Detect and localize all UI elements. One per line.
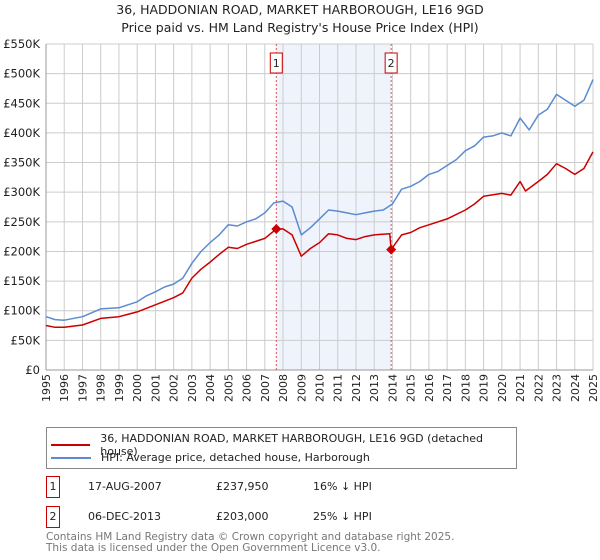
sale-date: 06-DEC-2013	[88, 510, 162, 523]
legend-swatch-blue	[51, 456, 91, 459]
x-tick-label: 1997	[76, 374, 89, 402]
footer-copyright: Contains HM Land Registry data © Crown c…	[46, 531, 455, 543]
x-tick-label: 2014	[386, 374, 399, 402]
x-tick-label: 2012	[350, 374, 363, 402]
annotation-box	[384, 52, 398, 74]
sale-point	[386, 244, 397, 255]
x-tick-label: 2022	[532, 374, 545, 402]
x-tick-label: 2021	[514, 374, 527, 402]
sale-price: £203,000	[216, 510, 269, 523]
hpi-diff: 16% ↓ HPI	[313, 480, 372, 493]
footer: Contains HM Land Registry data © Crown c…	[46, 532, 454, 554]
line-chart: 1995 1996 1997 1998 1999 2000 2001 2002 2003 2004…	[3, 37, 600, 402]
x-tick-label: 2010	[314, 374, 327, 402]
y-tick-label: £0	[25, 363, 40, 377]
y-tick-label: £100K	[3, 304, 40, 318]
price-paid-line	[45, 151, 594, 329]
x-tick-label: 2000	[131, 374, 144, 402]
legend-swatch-red	[51, 444, 91, 446]
sale-point	[271, 223, 282, 234]
annotation-box	[269, 52, 283, 74]
x-tick-label: 2007	[259, 374, 272, 402]
sale-price: £237,950	[216, 480, 269, 493]
x-tick-label: 2018	[459, 374, 472, 402]
annotation-label: 1	[273, 57, 280, 70]
x-tick-label: 1996	[58, 374, 71, 402]
x-tick-label: 2024	[569, 374, 582, 402]
legend-label: HPI: Average price, detached house, Harb…	[101, 451, 370, 464]
y-tick-label: £250K	[3, 215, 40, 229]
chart-subtitle: Price paid vs. HM Land Registry's House …	[121, 20, 479, 35]
x-tick-label: 2016	[423, 374, 436, 402]
x-tick-label: 2023	[551, 374, 564, 402]
x-tick-label: 2025	[587, 374, 600, 402]
x-tick-label: 2006	[241, 374, 254, 402]
y-tick-label: £300K	[3, 185, 40, 199]
x-tick-label: 1995	[40, 374, 53, 402]
x-tick-label: 2003	[186, 374, 199, 402]
x-tick-label: 2002	[168, 374, 181, 402]
y-tick-label: £350K	[3, 156, 40, 170]
legend-item-property: 36, HADDONIAN ROAD, MARKET HARBOROUGH, L…	[51, 432, 516, 458]
x-tick-label: 2019	[478, 374, 491, 402]
y-tick-label: £400K	[3, 126, 40, 140]
x-tick-label: 2005	[222, 374, 235, 402]
sale-date: 17-AUG-2007	[88, 480, 162, 493]
y-tick-label: £500K	[3, 67, 40, 81]
y-tick-label: £450K	[3, 96, 40, 110]
x-tick-label: 2001	[149, 374, 162, 402]
table-row: 1 17-AUG-2007 £237,950 16% ↓ HPI	[46, 476, 546, 498]
x-tick-label: 2015	[405, 374, 418, 402]
x-tick-label: 2008	[277, 374, 290, 402]
x-tick-label: 2009	[295, 374, 308, 402]
y-tick-label: £50K	[11, 333, 41, 347]
marker-badge: 2	[46, 506, 60, 528]
x-tick-label: 2011	[332, 374, 345, 402]
chart-title: 36, HADDONIAN ROAD, MARKET HARBOROUGH, L…	[116, 2, 484, 17]
legend: 36, HADDONIAN ROAD, MARKET HARBOROUGH, L…	[46, 427, 517, 469]
marker-badge: 1	[46, 476, 60, 498]
y-tick-label: £550K	[3, 37, 40, 51]
y-tick-label: £150K	[3, 274, 40, 288]
legend-item-hpi: HPI: Average price, detached house, Harb…	[51, 451, 370, 464]
hpi-diff: 25% ↓ HPI	[313, 510, 372, 523]
legend-label: 36, HADDONIAN ROAD, MARKET HARBOROUGH, L…	[100, 432, 484, 458]
footer-licence: This data is licensed under the Open Gov…	[46, 542, 381, 554]
table-row: 2 06-DEC-2013 £203,000 25% ↓ HPI	[46, 506, 546, 528]
x-tick-label: 1998	[95, 374, 108, 402]
hpi-line	[45, 79, 594, 321]
y-tick-label: £200K	[3, 244, 40, 258]
x-tick-label: 2013	[368, 374, 381, 402]
annotation-label: 2	[388, 57, 395, 70]
x-tick-label: 1999	[113, 374, 126, 402]
x-tick-label: 2017	[441, 374, 454, 402]
x-tick-label: 2004	[204, 374, 217, 402]
shaded-region	[276, 44, 392, 370]
x-tick-label: 2020	[496, 374, 509, 402]
